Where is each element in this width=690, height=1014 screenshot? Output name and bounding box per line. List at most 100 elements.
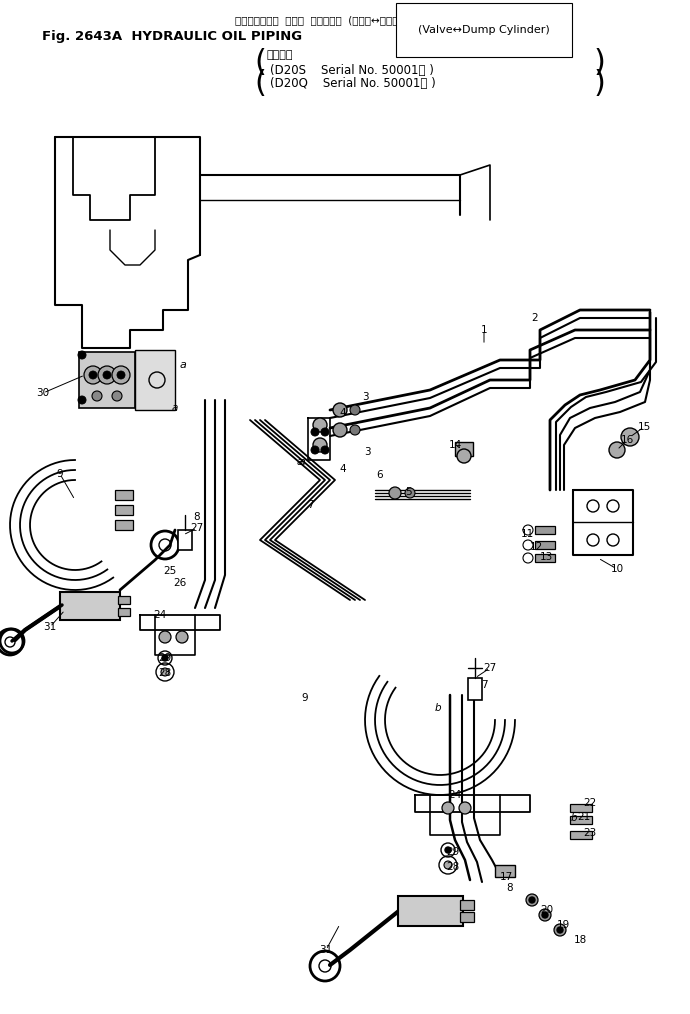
Circle shape: [389, 487, 401, 499]
Text: 30: 30: [37, 388, 50, 399]
Text: 16: 16: [620, 435, 633, 445]
Text: 29: 29: [159, 653, 172, 663]
Text: 27: 27: [484, 663, 497, 673]
Bar: [535, 541, 555, 549]
Bar: [79, 352, 135, 408]
Text: 7: 7: [306, 500, 313, 510]
Text: 11: 11: [520, 529, 533, 539]
Text: 24: 24: [153, 610, 166, 620]
Text: 21: 21: [578, 812, 591, 822]
Bar: [455, 442, 473, 456]
Bar: [535, 526, 555, 534]
Text: 24: 24: [448, 790, 462, 800]
Text: 9: 9: [302, 693, 308, 703]
Text: 9: 9: [57, 469, 63, 479]
Text: 28: 28: [446, 862, 460, 872]
Circle shape: [98, 366, 116, 384]
Circle shape: [89, 371, 97, 379]
Text: 1: 1: [481, 325, 487, 335]
Circle shape: [321, 446, 329, 454]
Text: 6: 6: [377, 470, 384, 480]
Text: 31: 31: [43, 622, 57, 632]
Text: Fig. 2643A  HYDRAULIC OIL PIPING: Fig. 2643A HYDRAULIC OIL PIPING: [42, 29, 302, 43]
Text: 4: 4: [339, 464, 346, 474]
Circle shape: [609, 442, 625, 458]
Bar: [60, 592, 120, 620]
Text: 2: 2: [532, 313, 538, 323]
Text: 26: 26: [173, 578, 186, 588]
Circle shape: [313, 438, 327, 452]
Text: b: b: [435, 703, 442, 713]
Circle shape: [333, 423, 347, 437]
Bar: [460, 900, 474, 910]
Bar: [118, 608, 130, 615]
Circle shape: [311, 428, 319, 436]
Text: 7: 7: [481, 680, 487, 690]
Text: 29: 29: [446, 847, 460, 857]
Bar: [118, 596, 130, 604]
Circle shape: [84, 366, 102, 384]
Circle shape: [112, 391, 122, 401]
Circle shape: [78, 396, 86, 404]
Text: 28: 28: [159, 668, 172, 678]
Text: (: (: [254, 69, 266, 97]
Circle shape: [117, 371, 125, 379]
Circle shape: [621, 428, 639, 446]
Text: 15: 15: [638, 422, 651, 432]
Circle shape: [321, 428, 329, 436]
Text: 13: 13: [540, 552, 553, 562]
Text: a: a: [297, 457, 303, 467]
Text: ハイドロリック  オイル  パイピング  (バルブ↔ダンプ  シリンダ): ハイドロリック オイル パイピング (バルブ↔ダンプ シリンダ): [235, 15, 434, 25]
Text: 31: 31: [319, 945, 333, 955]
Circle shape: [457, 449, 471, 463]
Circle shape: [444, 861, 452, 869]
Circle shape: [333, 403, 347, 417]
Circle shape: [554, 924, 566, 936]
Bar: [115, 520, 133, 530]
Bar: [570, 816, 592, 824]
Circle shape: [159, 631, 171, 643]
Text: 適用号機: 適用号機: [267, 50, 293, 60]
Text: 14: 14: [448, 440, 462, 450]
Bar: [468, 678, 482, 700]
Bar: [535, 554, 555, 562]
Text: a: a: [172, 403, 178, 413]
Text: 3: 3: [364, 447, 371, 457]
Circle shape: [405, 488, 415, 498]
Text: 5: 5: [405, 487, 411, 497]
Circle shape: [526, 894, 538, 906]
Bar: [495, 865, 515, 877]
Circle shape: [542, 912, 548, 918]
Text: 19: 19: [556, 920, 570, 930]
Circle shape: [311, 446, 319, 454]
Circle shape: [162, 655, 168, 661]
Text: 22: 22: [583, 798, 597, 808]
Circle shape: [459, 802, 471, 814]
Text: 3: 3: [362, 392, 368, 402]
Text: 12: 12: [529, 542, 542, 552]
Bar: [570, 831, 592, 839]
Circle shape: [539, 909, 551, 921]
Circle shape: [350, 425, 360, 435]
Circle shape: [103, 371, 111, 379]
Circle shape: [161, 668, 169, 676]
Circle shape: [445, 847, 451, 853]
Text: a: a: [179, 360, 186, 370]
Circle shape: [313, 418, 327, 432]
Text: 27: 27: [190, 523, 204, 533]
Text: (: (: [254, 48, 266, 76]
Bar: [570, 804, 592, 812]
Text: 23: 23: [583, 828, 597, 838]
Text: 18: 18: [573, 935, 586, 945]
Text: (Valve↔Dump Cylinder): (Valve↔Dump Cylinder): [418, 25, 550, 35]
Text: 17: 17: [500, 872, 513, 882]
Circle shape: [529, 897, 535, 903]
Circle shape: [92, 391, 102, 401]
Text: 10: 10: [611, 564, 624, 574]
Text: 8: 8: [194, 512, 200, 522]
Bar: [115, 490, 133, 500]
Text: a: a: [299, 457, 306, 467]
Text: (D20S    Serial No. 50001～ ): (D20S Serial No. 50001～ ): [270, 64, 434, 76]
Text: 20: 20: [540, 906, 553, 915]
Circle shape: [78, 351, 86, 359]
